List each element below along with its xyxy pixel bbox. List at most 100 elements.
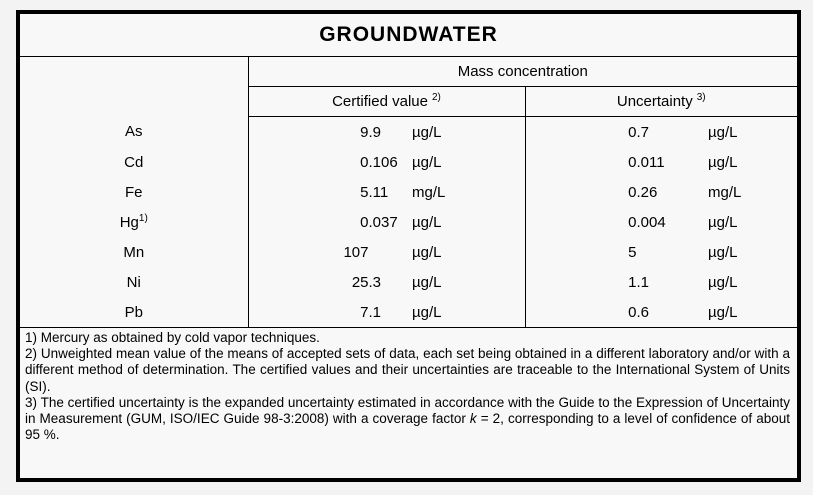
- element-cell: Fe: [20, 177, 249, 207]
- unit-label: µg/L: [412, 213, 442, 231]
- unit-label: µg/L: [708, 303, 738, 321]
- uncertainty-footnote-marker: 3): [696, 92, 706, 103]
- table-body: As 9.9 µg/L 0.7 µg/L Cd 0.106 µg/L 0.011 µg/L Fe 5.…: [20, 116, 798, 328]
- column-header-row: Certified value 2) Uncertainty 3): [20, 86, 798, 117]
- value-fraction-part: .1: [636, 273, 650, 291]
- footnote-3: 3) The certified uncertainty is the expa…: [25, 395, 790, 444]
- element-cell: Ni: [20, 267, 249, 297]
- uncertainty-value-cell: 0.011: [525, 147, 708, 177]
- certified-unit-cell: µg/L: [412, 267, 526, 297]
- value-integer-part: 0: [628, 183, 637, 201]
- certified-value-cell: 9.9: [248, 117, 412, 148]
- column-header-certified: Certified value 2): [248, 86, 526, 117]
- table-row: As 9.9 µg/L 0.7 µg/L: [20, 116, 797, 148]
- element-symbol: Mn: [123, 243, 145, 261]
- element-symbol: Pb: [124, 303, 143, 321]
- certified-unit-cell: µg/L: [412, 297, 526, 328]
- table-row: Mn 107 µg/L 5 µg/L: [20, 237, 797, 267]
- table-row: Ni 25.3 µg/L 1.1 µg/L: [20, 267, 797, 297]
- certified-value-cell: 0.106: [248, 147, 412, 177]
- table-row: Cd 0.106 µg/L 0.011 µg/L: [20, 147, 797, 177]
- element-cell: Hg1): [20, 207, 249, 237]
- column-header-uncertainty: Uncertainty 3): [525, 86, 798, 117]
- uncertainty-unit-cell: µg/L: [708, 267, 797, 297]
- unit-label: µg/L: [708, 243, 738, 261]
- certified-unit-cell: µg/L: [412, 116, 526, 147]
- value-integer-part: 5: [360, 183, 369, 201]
- table-title: GROUNDWATER: [20, 14, 798, 57]
- uncertainty-value-cell: 0.6: [525, 297, 708, 328]
- value-integer-part: 107: [343, 243, 369, 261]
- value-fraction-part: .037: [368, 213, 398, 231]
- unit-label: µg/L: [708, 153, 738, 171]
- unit-label: µg/L: [412, 303, 442, 321]
- value-fraction-part: .26: [636, 183, 658, 201]
- certified-value-cell: 5.11: [248, 177, 412, 207]
- coverage-factor-k: k: [469, 410, 477, 426]
- certified-value-cell: 107: [248, 237, 412, 267]
- uncertainty-unit-cell: µg/L: [708, 297, 798, 328]
- value-integer-part: 7: [360, 303, 369, 321]
- unit-label: µg/L: [412, 123, 442, 141]
- unit-label: mg/L: [412, 183, 446, 201]
- footnote-1-text: 1) Mercury as obtained by cold vapor tec…: [25, 330, 320, 345]
- certified-unit-cell: mg/L: [412, 177, 526, 207]
- unit-label: µg/L: [708, 123, 738, 141]
- group-header-row: Mass concentration: [20, 56, 798, 117]
- value-integer-part: 0: [628, 213, 637, 231]
- value-integer-part: 1: [628, 273, 637, 291]
- certified-unit-cell: µg/L: [412, 147, 526, 177]
- element-cell: Pb: [20, 297, 249, 328]
- value-integer-part: 0: [360, 153, 369, 171]
- unit-label: µg/L: [708, 273, 738, 291]
- certified-value-label: Certified value: [332, 93, 428, 110]
- value-integer-part: 0: [628, 123, 637, 141]
- element-cell: As: [20, 116, 249, 147]
- value-fraction-part: .106: [368, 153, 398, 171]
- uncertainty-value-cell: 0.26: [525, 177, 708, 207]
- uncertainty-label: Uncertainty: [616, 93, 693, 110]
- value-integer-part: 9: [360, 123, 369, 141]
- footnote-3-text-after: = 2, corresponding to a level of confide…: [25, 410, 790, 443]
- value-fraction-part: .7: [636, 123, 650, 141]
- groundwater-table: GROUNDWATER Mass concentration Certified…: [20, 14, 798, 328]
- unit-label: mg/L: [708, 183, 742, 201]
- uncertainty-value-cell: 0.7: [525, 117, 708, 148]
- certified-value-cell: 7.1: [248, 297, 412, 328]
- value-integer-part: 0: [360, 213, 369, 231]
- uncertainty-unit-cell: µg/L: [708, 207, 797, 237]
- uncertainty-unit-cell: µg/L: [708, 237, 797, 267]
- unit-label: µg/L: [708, 213, 738, 231]
- footnotes-section: 1) Mercury as obtained by cold vapor tec…: [20, 328, 797, 443]
- certified-unit-cell: µg/L: [412, 237, 526, 267]
- certified-value-cell: 0.037: [248, 207, 412, 237]
- value-fraction-part: .1: [368, 303, 382, 321]
- value-integer-part: 0: [628, 303, 637, 321]
- empty-header-cell: [20, 56, 249, 117]
- title-row: GROUNDWATER: [20, 14, 798, 57]
- footnote-2: 2) Unweighted mean value of the means of…: [25, 346, 790, 395]
- group-header-mass-concentration: Mass concentration: [248, 56, 798, 87]
- element-symbol: Ni: [126, 273, 141, 291]
- value-fraction-part: .011: [636, 153, 665, 171]
- element-symbol: Cd: [124, 153, 144, 171]
- uncertainty-value-cell: 0.004: [525, 207, 708, 237]
- certificate-table: GROUNDWATER Mass concentration Certified…: [16, 10, 801, 482]
- table-row: Fe 5.11 mg/L 0.26 mg/L: [20, 177, 797, 207]
- uncertainty-unit-cell: mg/L: [708, 177, 797, 207]
- element-symbol: Hg: [119, 213, 139, 231]
- value-integer-part: 5: [628, 243, 637, 261]
- unit-label: µg/L: [412, 243, 442, 261]
- value-integer-part: 25: [351, 273, 369, 291]
- table-row: Pb 7.1 µg/L 0.6 µg/L: [20, 297, 798, 328]
- value-fraction-part: .9: [368, 123, 382, 141]
- footnote-1: 1) Mercury as obtained by cold vapor tec…: [25, 330, 790, 346]
- certified-value-cell: 25.3: [248, 267, 412, 297]
- unit-label: µg/L: [412, 153, 442, 171]
- element-symbol: As: [124, 123, 143, 141]
- element-cell: Cd: [20, 147, 249, 177]
- value-fraction-part: .6: [636, 303, 650, 321]
- uncertainty-value-cell: 1.1: [525, 267, 708, 297]
- table-row: Hg1) 0.037 µg/L 0.004 µg/L: [20, 207, 797, 237]
